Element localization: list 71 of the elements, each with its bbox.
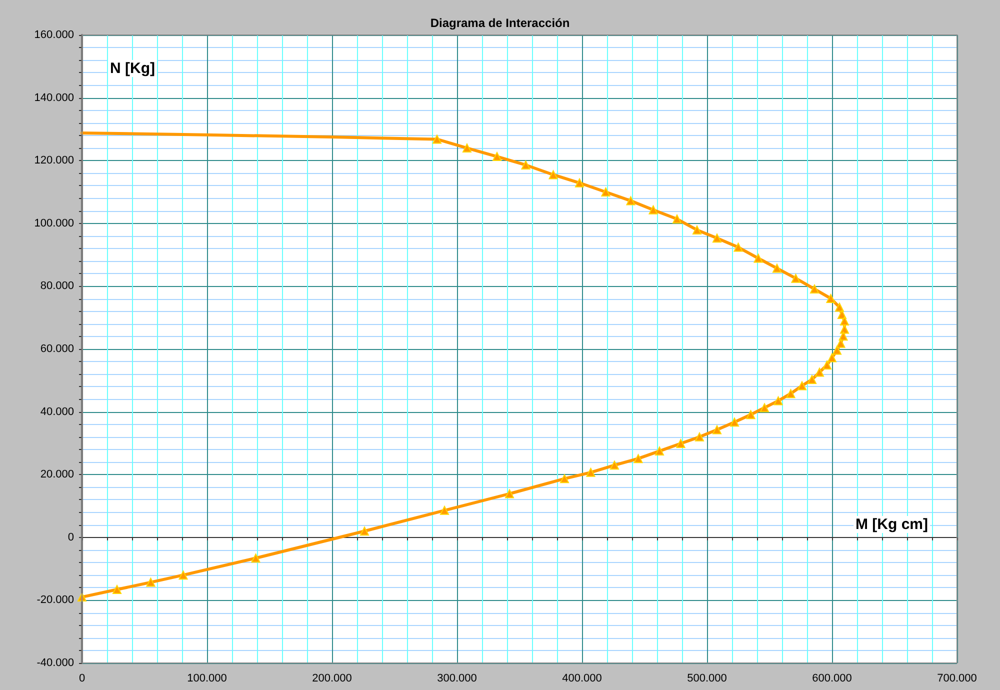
point [786, 389, 796, 398]
point [835, 302, 844, 312]
point [815, 368, 824, 377]
point [178, 570, 188, 580]
point [810, 284, 819, 294]
x-tick-label: 0 [78, 672, 86, 684]
point [575, 178, 584, 188]
x-tick-label: 700.000 [937, 672, 977, 684]
point [826, 294, 836, 303]
x-axis-title: M [Kg cm] [856, 516, 928, 533]
y-tick-label: 80.000 [40, 280, 74, 292]
point [672, 214, 682, 224]
point [828, 353, 836, 362]
y-tick-label: 160.000 [34, 29, 74, 41]
point [774, 396, 783, 406]
y-tick-label: 120.000 [34, 154, 74, 167]
y-tick-label: 40.000 [40, 406, 74, 418]
point [836, 338, 846, 348]
point [712, 234, 722, 243]
point [712, 425, 722, 434]
point [734, 242, 743, 252]
point [626, 196, 636, 206]
point [146, 578, 156, 587]
point [462, 144, 472, 153]
point [610, 460, 619, 470]
point [360, 526, 369, 536]
x-tick-label: 600.000 [812, 672, 852, 684]
x-tick-label: 400.000 [562, 672, 602, 684]
y-tick-label: -20.000 [36, 594, 74, 606]
point [521, 160, 530, 170]
point [251, 554, 260, 563]
point [772, 264, 782, 273]
x-tick-label: 100.000 [187, 672, 227, 684]
point [505, 489, 514, 498]
point [648, 205, 658, 214]
point [560, 474, 569, 484]
x-tick-label: 300.000 [437, 672, 477, 684]
point [634, 454, 643, 464]
point [798, 381, 806, 390]
point [695, 432, 704, 442]
y-tick-label: 140.000 [34, 92, 74, 104]
point [692, 225, 702, 234]
y-tick-label: 20.000 [40, 468, 74, 481]
x-tick-label: 200.000 [312, 672, 352, 684]
point [548, 170, 558, 180]
point [676, 439, 686, 448]
point [838, 332, 848, 341]
point [822, 360, 832, 370]
chart-title: Diagrama de Interacción [430, 16, 570, 30]
y-tick-label: 0 [68, 531, 74, 544]
point [655, 446, 664, 456]
y-tick-label: -40.000 [36, 657, 74, 669]
point [601, 188, 610, 196]
point [730, 418, 739, 427]
point [586, 468, 596, 477]
point [746, 410, 756, 420]
point [492, 152, 502, 162]
point [440, 506, 449, 515]
point [808, 374, 816, 384]
point [838, 310, 846, 319]
point [754, 254, 763, 263]
point [791, 274, 800, 283]
point [840, 324, 849, 334]
y-tick-label: 100.000 [34, 217, 74, 230]
point [840, 316, 849, 326]
point [760, 403, 769, 412]
point [832, 346, 842, 355]
x-tick-label: 500.000 [687, 672, 727, 684]
y-tick-label: 60.000 [40, 343, 74, 355]
point [112, 585, 122, 594]
y-axis-title: N [Kg] [110, 60, 155, 77]
